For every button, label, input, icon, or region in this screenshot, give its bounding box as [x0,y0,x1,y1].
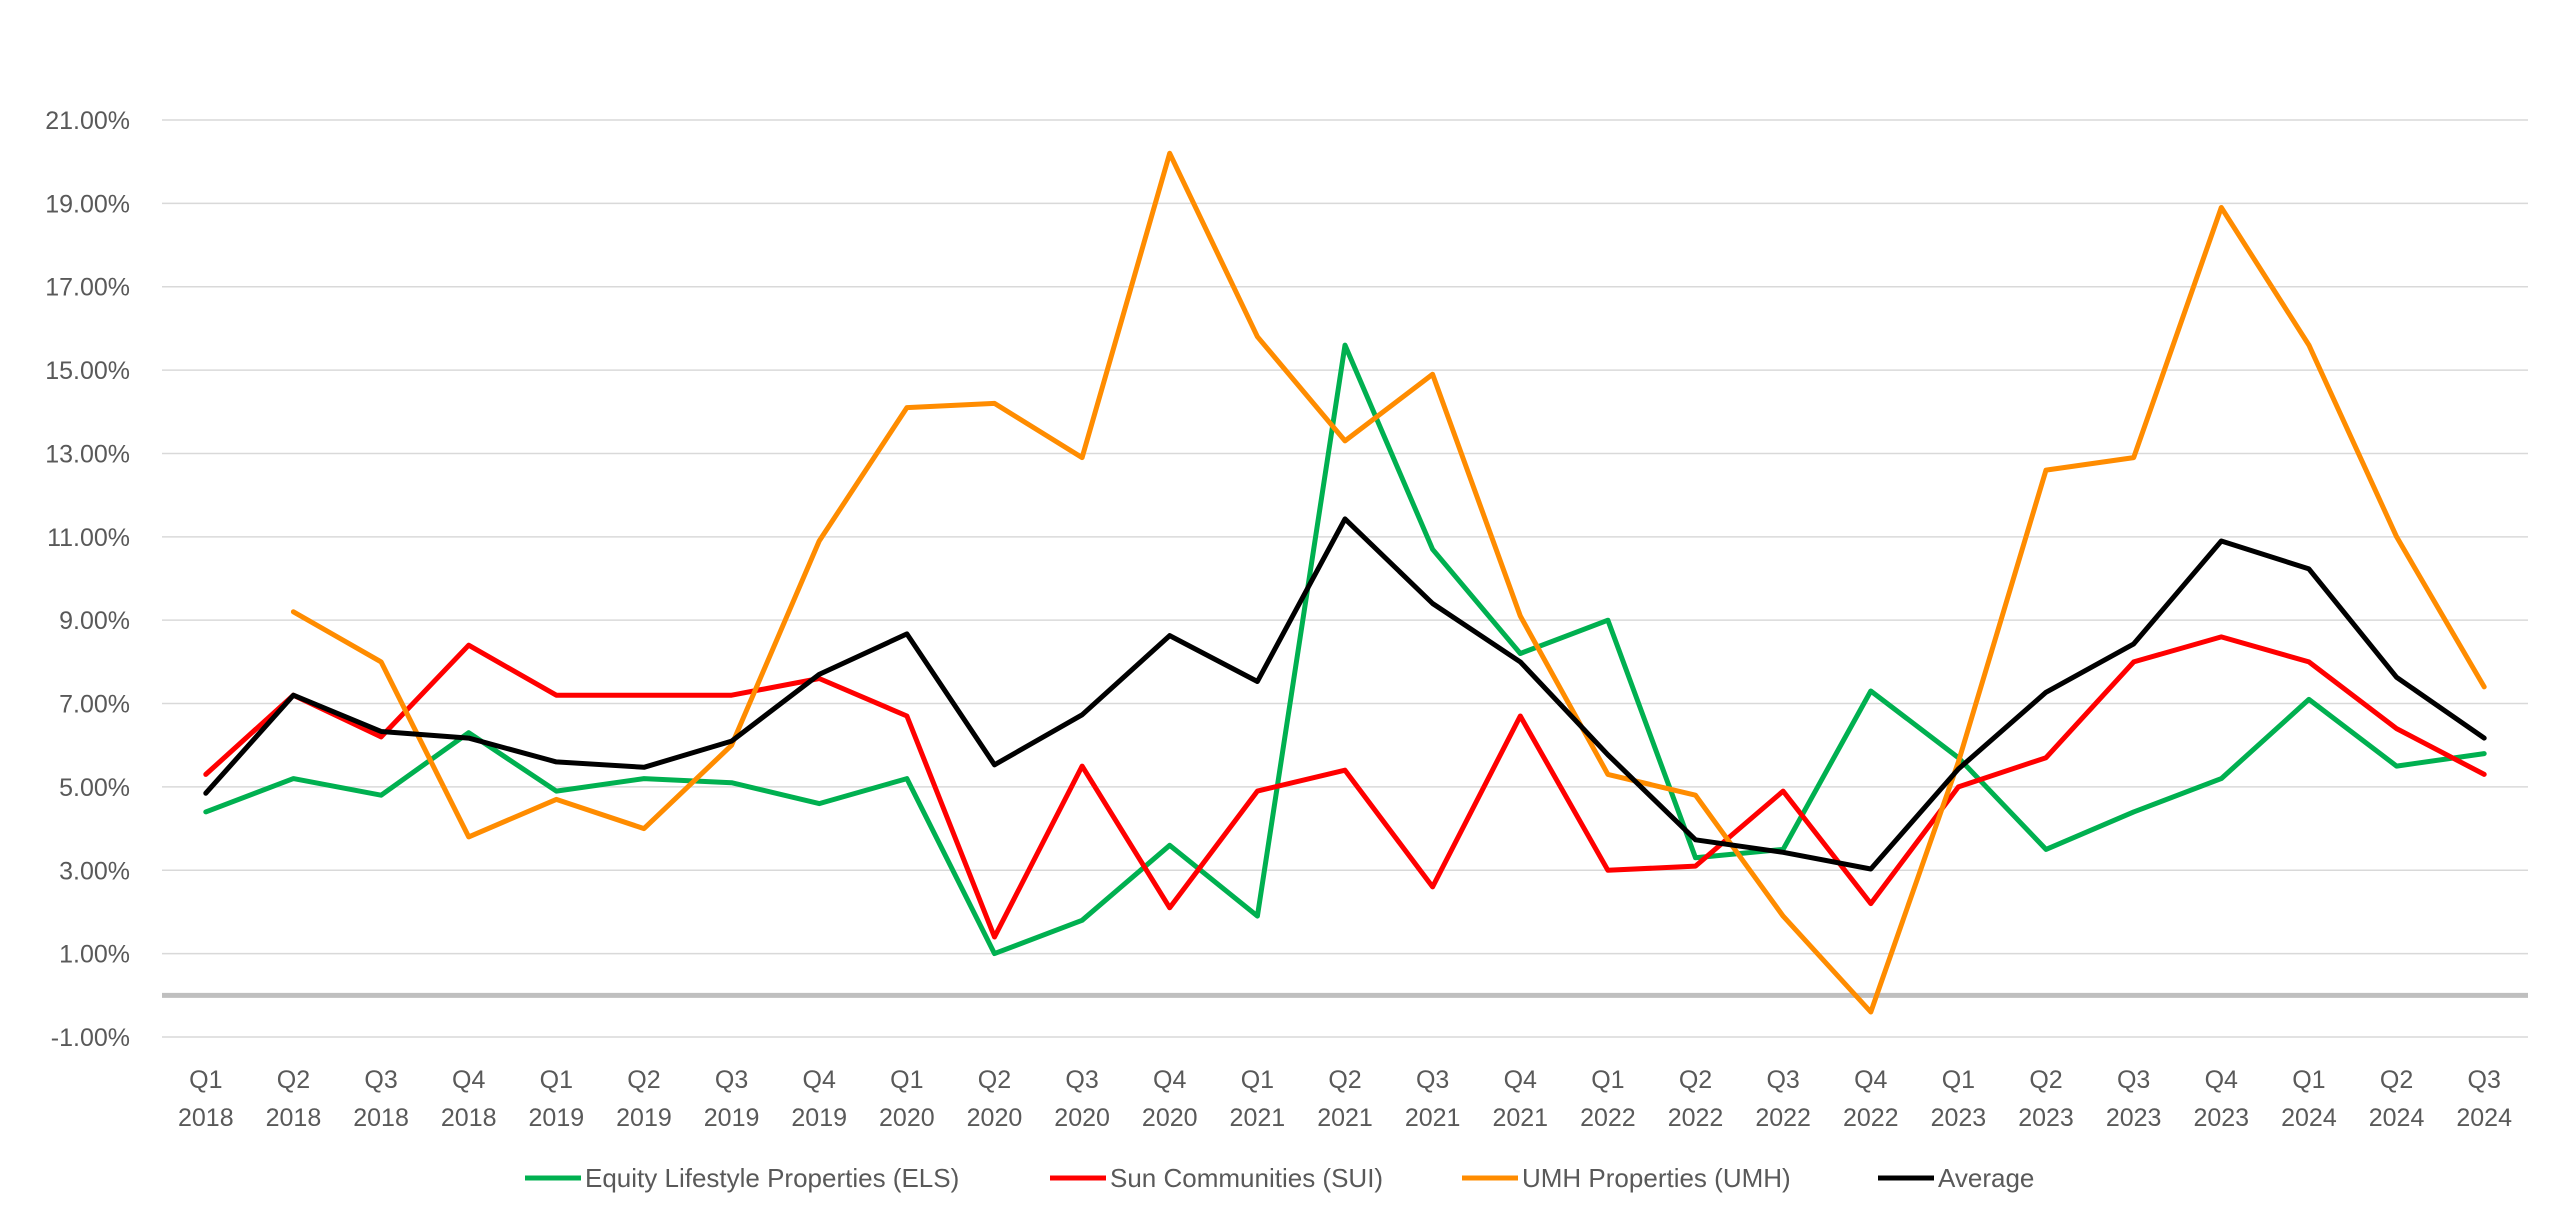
y-tick-label: 1.00% [59,941,130,969]
x-tick-label-year: 2020 [1054,1104,1110,1132]
series-lines [203,150,2487,1015]
y-tick-label: 11.00% [47,524,130,552]
y-tick-label: 19.00% [45,190,130,218]
x-tick-label-year: 2023 [2193,1104,2249,1132]
x-tick-label-year: 2024 [2369,1104,2425,1132]
series-line-1 [203,634,2487,940]
y-tick-label: 5.00% [59,774,130,802]
x-tick-label-quarter: Q1 [1591,1066,1624,1094]
x-tick-label-quarter: Q2 [627,1066,660,1094]
x-tick-label-quarter: Q1 [2292,1066,2325,1094]
x-tick-label-year: 2019 [616,1104,672,1132]
y-tick-label: 3.00% [59,857,130,885]
x-tick-label-quarter: Q4 [452,1066,485,1094]
x-tick-label-year: 2023 [2106,1104,2162,1132]
x-tick-label-year: 2018 [266,1104,322,1132]
x-tick-label-quarter: Q3 [364,1066,397,1094]
legend-label-0: Equity Lifestyle Properties (ELS) [585,1163,959,1193]
x-tick-label-quarter: Q1 [189,1066,222,1094]
series-line-0 [203,342,2487,957]
y-tick-label: 17.00% [45,274,130,302]
x-tick-label-year: 2021 [1492,1104,1548,1132]
x-tick-label-quarter: Q3 [1065,1066,1098,1094]
x-axis-ticks: Q1 2018 Q2 2018 Q3 2018 Q4 2018 Q1 2019 Q2 2019 Q3 20… [178,1066,2512,1132]
x-tick-label-year: 2020 [879,1104,935,1132]
x-tick-label-quarter: Q2 [2380,1066,2413,1094]
x-tick-label-year: 2018 [353,1104,409,1132]
x-tick-label-quarter: Q3 [1416,1066,1449,1094]
x-tick-label-year: 2024 [2456,1104,2512,1132]
gridlines [162,119,2528,1038]
x-tick-label-quarter: Q3 [715,1066,748,1094]
x-tick-label-year: 2022 [1580,1104,1636,1132]
x-tick-label-year: 2019 [529,1104,585,1132]
x-tick-label-year: 2024 [2281,1104,2337,1132]
y-tick-label: 13.00% [45,440,130,468]
legend: Equity Lifestyle Properties (ELS) Sun Com… [525,1163,2034,1193]
y-axis-ticks: -1.00% 1.00% 3.00% 5.00% 7.00% 9.00% 11.00% 13.… [45,107,130,1052]
x-tick-label-year: 2022 [1843,1104,1899,1132]
x-tick-label-quarter: Q2 [978,1066,1011,1094]
x-tick-label-quarter: Q3 [2117,1066,2150,1094]
x-tick-label-quarter: Q1 [890,1066,923,1094]
x-tick-label-year: 2021 [1405,1104,1461,1132]
x-tick-label-year: 2022 [1755,1104,1811,1132]
y-tick-label: -1.00% [51,1024,130,1052]
y-tick-label: 15.00% [45,357,130,385]
x-tick-label-quarter: Q3 [2468,1066,2501,1094]
x-tick-label-year: 2023 [1931,1104,1987,1132]
x-tick-label-year: 2018 [178,1104,234,1132]
x-tick-label-year: 2020 [967,1104,1023,1132]
x-tick-label-year: 2021 [1230,1104,1286,1132]
legend-label-1: Sun Communities (SUI) [1110,1163,1383,1193]
x-tick-label-quarter: Q2 [2029,1066,2062,1094]
x-tick-label-year: 2018 [441,1104,497,1132]
x-tick-label-quarter: Q4 [1504,1066,1537,1094]
x-tick-label-quarter: Q4 [1153,1066,1186,1094]
x-tick-label-quarter: Q1 [540,1066,573,1094]
x-tick-label-quarter: Q4 [1854,1066,1887,1094]
x-tick-label-quarter: Q2 [1679,1066,1712,1094]
legend-label-2: UMH Properties (UMH) [1522,1163,1791,1193]
x-tick-label-year: 2020 [1142,1104,1198,1132]
x-tick-label-year: 2019 [704,1104,760,1132]
x-tick-label-quarter: Q3 [1766,1066,1799,1094]
x-tick-label-quarter: Q2 [1328,1066,1361,1094]
y-tick-label: 9.00% [59,607,130,635]
x-tick-label-year: 2023 [2018,1104,2074,1132]
x-tick-label-year: 2019 [791,1104,847,1132]
x-tick-label-quarter: Q1 [1942,1066,1975,1094]
x-tick-label-year: 2022 [1668,1104,1724,1132]
x-tick-label-quarter: Q1 [1241,1066,1274,1094]
y-tick-label: 7.00% [59,691,130,719]
x-tick-label-quarter: Q4 [2205,1066,2238,1094]
series-line-3 [203,516,2487,872]
x-tick-label-quarter: Q2 [277,1066,310,1094]
x-tick-label-year: 2021 [1317,1104,1373,1132]
series-line-2 [290,150,2487,1015]
x-tick-label-quarter: Q4 [803,1066,836,1094]
y-tick-label: 21.00% [45,107,130,135]
legend-label-3: Average [1938,1163,2034,1193]
